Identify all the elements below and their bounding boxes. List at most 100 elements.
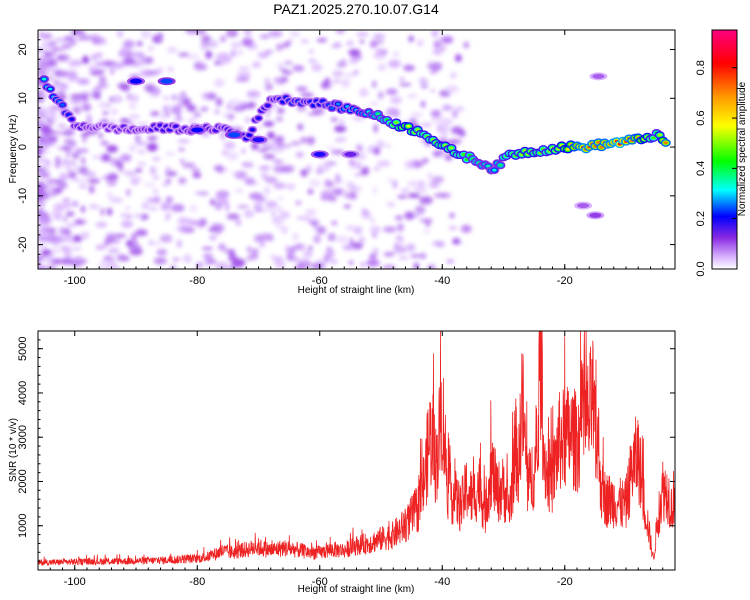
x-tick-label: -60 xyxy=(312,275,328,287)
spectrogram-noise-blob xyxy=(316,226,327,235)
y-tick-label: 20 xyxy=(17,43,29,55)
spectrogram-noise-blob xyxy=(61,232,67,238)
spectrogram-noise-blob xyxy=(71,30,83,36)
spectrogram-noise-blob xyxy=(345,181,355,187)
spectrogram-noise-blob xyxy=(152,189,159,194)
spectrogram-noise-blob xyxy=(180,227,192,233)
spectrogram-noise-blob xyxy=(257,51,270,59)
spectrogram-noise-blob xyxy=(341,78,351,88)
spectrogram-secondary-blob xyxy=(228,132,240,138)
spectrogram-noise-blob xyxy=(235,77,250,82)
spectrogram-noise-blob xyxy=(128,244,142,250)
spectrogram-noise-blob xyxy=(49,117,59,121)
spectrogram-noise-blob xyxy=(109,67,115,75)
spectrogram-noise-blob xyxy=(95,244,106,251)
spectrogram-noise-blob xyxy=(58,226,63,232)
colorbar-tick-label: 0.2 xyxy=(695,211,707,226)
spectrogram-noise-blob xyxy=(277,78,285,85)
spectrogram-noise-blob xyxy=(330,259,338,264)
spectrogram-noise-blob xyxy=(177,217,189,225)
spectrogram-noise-blob xyxy=(306,164,312,173)
colorbar-tick-label: 0.8 xyxy=(695,60,707,75)
spectrogram-noise-blob xyxy=(431,241,445,246)
spectrogram-noise-blob xyxy=(98,40,108,45)
spectrogram-xlabel: Height of straight line (km) xyxy=(298,285,415,296)
spectrogram-noise-blob xyxy=(38,124,44,130)
spectrogram-noise-blob xyxy=(300,169,308,177)
spectrogram-noise-blob xyxy=(454,54,462,63)
spectrogram-noise-blob xyxy=(353,226,363,235)
colorbar-label: Normalized spectral amplitude xyxy=(737,81,748,216)
spectrogram-noise-blob xyxy=(286,39,293,45)
spectrogram-noise-blob xyxy=(82,136,87,144)
spectrogram-noise-blob xyxy=(370,217,375,224)
spectrogram-noise-blob xyxy=(439,192,452,199)
spectrogram-noise-blob xyxy=(129,175,143,183)
spectrogram-noise-blob xyxy=(135,168,143,173)
spectrogram-noise-blob xyxy=(400,188,410,194)
spectrogram-noise-blob xyxy=(72,154,80,159)
spectrogram-noise-blob xyxy=(219,35,227,43)
spectrogram-noise-blob xyxy=(419,252,427,260)
spectrogram-noise-blob xyxy=(226,102,232,111)
spectrogram-noise-blob xyxy=(223,141,236,150)
spectrogram-noise-blob xyxy=(309,49,314,54)
spectrogram-noise-blob xyxy=(430,109,442,118)
spectrogram-noise-blob xyxy=(382,264,397,269)
spectrogram-noise-blob xyxy=(53,80,61,85)
spectrogram-noise-blob xyxy=(300,92,314,98)
spectrogram-noise-blob xyxy=(61,198,71,202)
spectrogram-noise-blob xyxy=(121,220,133,229)
spectrogram-noise-blob xyxy=(148,45,154,52)
spectrogram-noise-blob xyxy=(267,131,275,140)
spectrogram-noise-blob xyxy=(419,218,434,223)
spectrogram-noise-blob xyxy=(414,205,426,215)
spectrogram-noise-blob xyxy=(227,113,235,121)
spectrogram-noise-blob xyxy=(70,93,85,100)
spectrogram-noise-blob xyxy=(234,170,248,180)
spectrogram-secondary-blob xyxy=(130,78,142,84)
spectrogram-noise-blob xyxy=(80,231,90,240)
spectrogram-noise-blob xyxy=(116,254,128,262)
spectrogram-noise-blob xyxy=(237,71,251,79)
spectrogram-noise-blob xyxy=(95,221,107,229)
spectrogram-noise-blob xyxy=(44,159,51,167)
spectrogram-noise-blob xyxy=(234,188,244,193)
spectrogram-noise-blob xyxy=(305,208,317,216)
spectrogram-noise-blob xyxy=(377,63,387,71)
spectrogram-noise-blob xyxy=(250,251,259,260)
spectrogram-noise-blob xyxy=(38,146,44,155)
spectrogram-noise-blob xyxy=(343,73,358,77)
spectrogram-noise-blob xyxy=(251,248,260,253)
spectrogram-noise-blob xyxy=(419,196,433,205)
spectrogram-noise-blob xyxy=(137,149,146,154)
spectrogram-noise-blob xyxy=(334,178,340,185)
spectrogram-noise-blob xyxy=(449,139,462,145)
spectrogram-noise-blob xyxy=(58,83,67,89)
spectrogram-track-core xyxy=(60,103,65,107)
spectrogram-noise-blob xyxy=(49,111,57,118)
spectrogram-noise-blob xyxy=(201,92,213,100)
spectrogram-noise-blob xyxy=(441,104,453,111)
spectrogram-noise-blob xyxy=(141,202,150,210)
spectrogram-noise-blob xyxy=(327,233,336,242)
spectrogram-noise-blob xyxy=(408,118,418,124)
spectrogram-noise-blob xyxy=(146,70,160,75)
spectrogram-noise-blob xyxy=(217,243,226,251)
spectrogram-noise-blob xyxy=(176,239,182,249)
spectrogram-noise-blob xyxy=(330,117,338,122)
spectrogram-noise-blob xyxy=(117,49,128,58)
spectrogram-noise-blob xyxy=(209,234,217,241)
spectrogram-noise-blob xyxy=(420,83,428,89)
spectrogram-noise-blob xyxy=(376,48,385,55)
spectrogram-noise-blob xyxy=(80,156,86,165)
spectrogram-noise-blob xyxy=(273,164,286,174)
spectrogram-noise-blob xyxy=(257,200,264,205)
spectrogram-noise-blob xyxy=(81,103,92,112)
spectrogram-noise-blob xyxy=(201,35,212,42)
spectrogram-noise-blob xyxy=(187,105,197,112)
spectrogram-noise-blob xyxy=(420,100,426,108)
spectrogram-noise-blob xyxy=(63,35,75,42)
x-tick-label: -40 xyxy=(434,576,450,588)
snr-series-line xyxy=(38,331,675,566)
